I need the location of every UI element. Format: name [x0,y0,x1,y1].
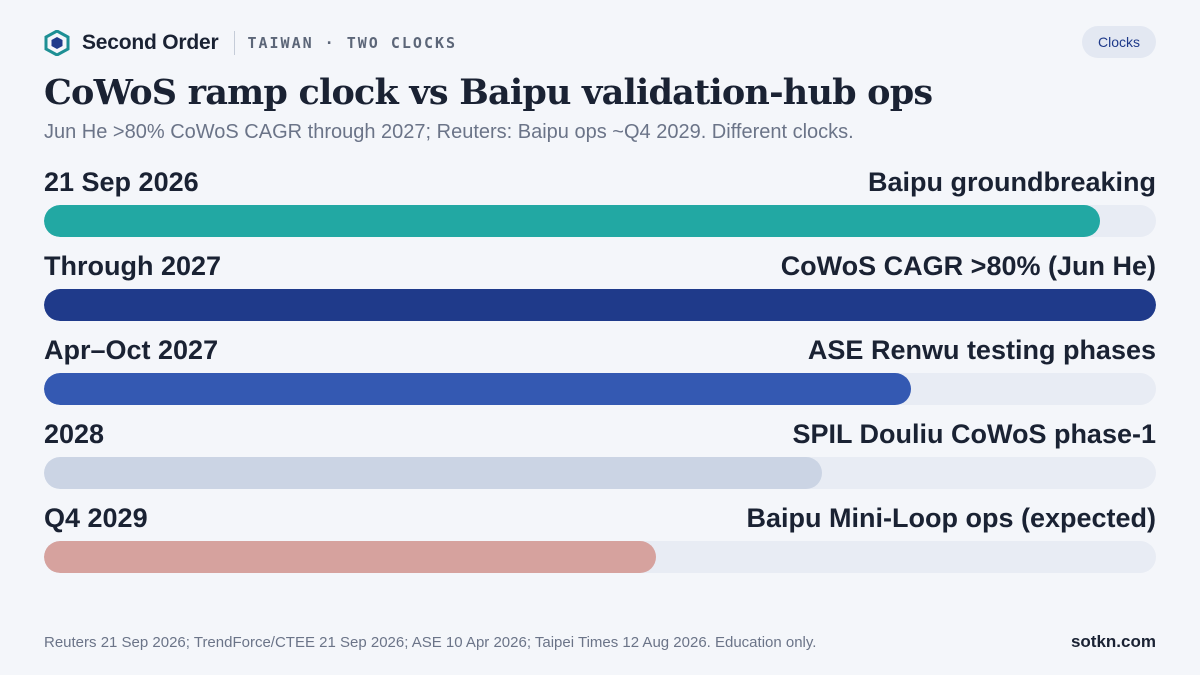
header-divider [234,31,236,55]
bar [44,205,1100,237]
footer: Reuters 21 Sep 2026; TrendForce/CTEE 21 … [44,632,1156,652]
chart-row: 21 Sep 2026 Baipu groundbreaking [44,162,1156,246]
bar-track [44,205,1156,237]
chart-row: Apr–Oct 2027 ASE Renwu testing phases [44,330,1156,414]
row-header: Q4 2029 Baipu Mini-Loop ops (expected) [44,498,1156,538]
logo-icon [44,29,70,57]
category-label: Apr–Oct 2027 [44,334,219,365]
row-header: 2028 SPIL Douliu CoWoS phase-1 [44,414,1156,454]
category-label: 21 Sep 2026 [44,166,199,197]
bar [44,289,1156,321]
brand-name: Second Order [82,31,219,54]
milestone-label: SPIL Douliu CoWoS phase-1 [792,418,1156,449]
bar [44,541,656,573]
header: Second Order TAIWAN · TWO CLOCKS Clocks [44,26,1156,58]
chart-row: 2028 SPIL Douliu CoWoS phase-1 [44,414,1156,498]
bar [44,373,911,405]
row-header: 21 Sep 2026 Baipu groundbreaking [44,162,1156,202]
milestone-label: ASE Renwu testing phases [807,334,1156,365]
bar [44,457,822,489]
site-link[interactable]: sotkn.com [1070,632,1156,651]
bar-track [44,457,1156,489]
chart-row: Q4 2029 Baipu Mini-Loop ops (expected) [44,498,1156,582]
bar-track [44,373,1156,405]
bar-chart: 21 Sep 2026 Baipu groundbreaking Through 2… [44,162,1156,582]
milestone-label: Baipu groundbreaking [867,166,1156,197]
category-label: 2028 [44,418,105,449]
chart-subtitle: Jun He >80% CoWoS CAGR through 2027; Reu… [44,121,854,143]
bar-track [44,289,1156,321]
chart-row: Through 2027 CoWoS CAGR >80% (Jun He) [44,246,1156,330]
row-header: Apr–Oct 2027 ASE Renwu testing phases [44,330,1156,370]
clocks-tag[interactable]: Clocks [1081,26,1156,58]
bar-track [44,541,1156,573]
row-header: Through 2027 CoWoS CAGR >80% (Jun He) [44,246,1156,286]
category-label: Through 2027 [44,250,222,281]
category-label: Q4 2029 [44,502,148,533]
milestone-label: CoWoS CAGR >80% (Jun He) [780,250,1156,281]
kicker: TAIWAN · TWO CLOCKS [247,34,458,52]
milestone-label: Baipu Mini-Loop ops (expected) [746,502,1157,533]
chart-title: CoWoS ramp clock vs Baipu validation-hub… [44,72,933,113]
source-note: Reuters 21 Sep 2026; TrendForce/CTEE 21 … [44,633,817,651]
